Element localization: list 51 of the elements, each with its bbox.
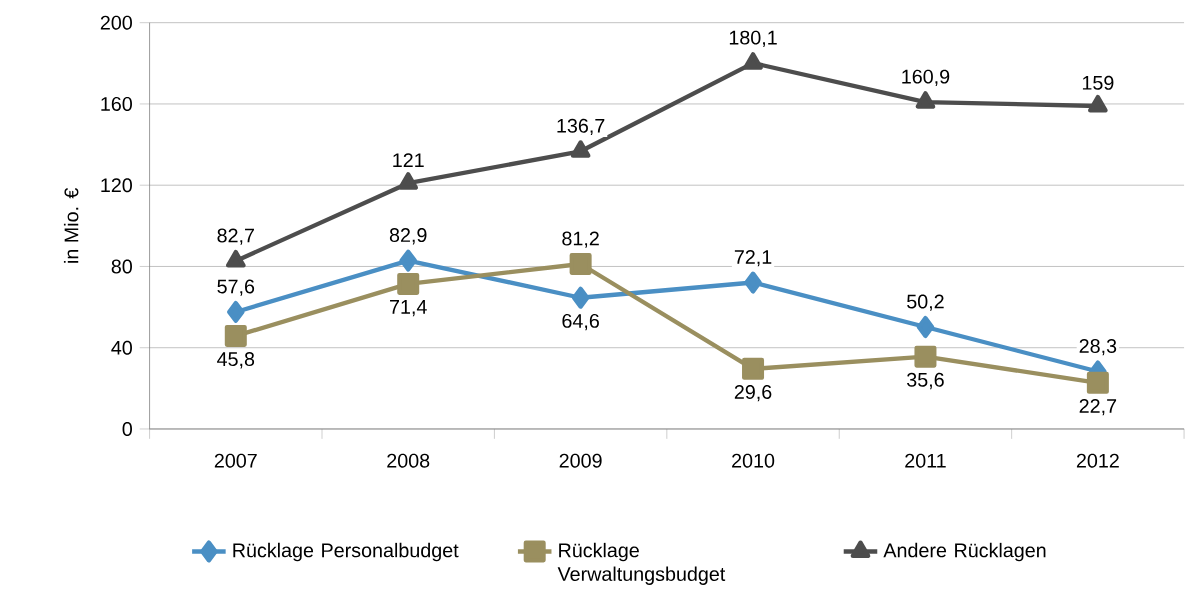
data-label: 28,3 [1079,339,1117,356]
data-label: 35,6 [907,373,944,390]
legend-label: Andere Rücklagen [883,543,1046,562]
point [916,316,935,339]
data-label: 180,1 [729,30,777,48]
x-tick-label: 2008 [387,453,430,468]
y-axis-title: in Mio. € [63,188,79,263]
data-label: 81,2 [562,231,599,249]
point [914,345,937,368]
point [397,273,420,296]
y-tick-label: 0 [122,422,132,437]
y-tick-label: 200 [100,15,132,30]
legend-label: Rücklage Verwaltungsbudget [557,543,726,586]
data-label: 159 [1082,76,1114,90]
point [742,358,765,381]
data-label: 29,6 [734,385,772,402]
point [398,172,419,190]
data-label: 72,1 [734,250,772,267]
x-tick-label: 2009 [559,453,602,468]
point [571,286,590,309]
data-label: 64,6 [562,314,599,331]
data-label: 50,2 [907,294,944,311]
legend-label: Rücklage Personalbudget [233,543,459,562]
point [399,249,417,272]
y-tick-label: 160 [101,97,132,112]
point [227,301,245,324]
y-tick-label: 80 [111,259,132,274]
data-label: 57,6 [217,279,255,296]
data-label: 121 [393,153,424,168]
point [743,52,763,70]
point [570,140,591,159]
point [224,325,247,348]
data-label: 71,4 [390,300,427,317]
data-label: 160,9 [902,69,950,87]
point [569,253,592,276]
point [744,271,762,294]
point [225,250,246,268]
data-label: 22,7 [1079,399,1117,416]
point [1088,95,1108,113]
point [1086,372,1109,395]
x-tick-label: 2012 [1076,453,1119,468]
data-label: 82,7 [217,228,254,245]
y-tick-label: 40 [111,340,132,355]
point [915,91,936,109]
x-tick-label: 2011 [905,453,946,468]
data-label: 136,7 [557,118,605,136]
data-label: 45,8 [217,352,255,369]
data-label: 82,9 [389,228,427,245]
x-tick-label: 2010 [732,453,775,468]
y-tick-label: 120 [101,178,132,193]
x-tick-label: 2007 [214,453,257,468]
